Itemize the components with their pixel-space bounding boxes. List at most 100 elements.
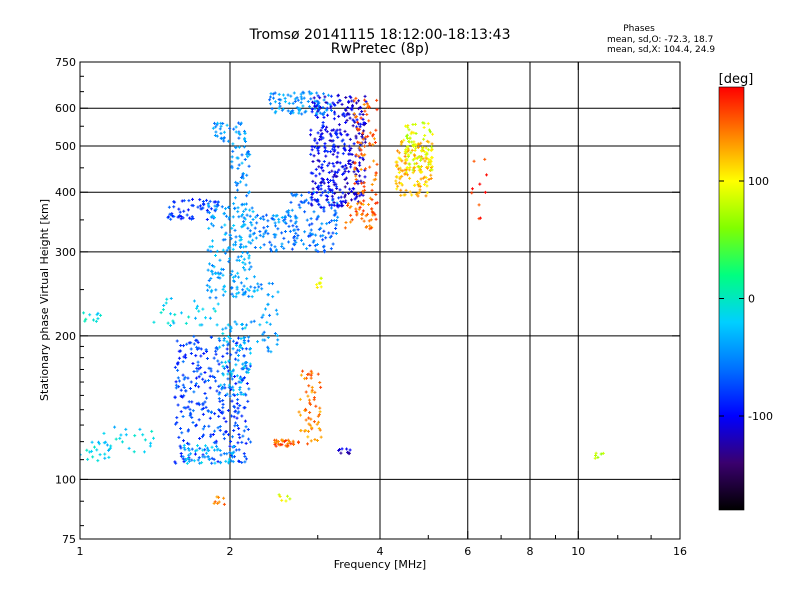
data-point <box>310 203 314 207</box>
data-point <box>269 247 273 251</box>
data-point <box>181 216 185 220</box>
data-point <box>225 365 229 369</box>
data-point <box>85 448 89 452</box>
data-point <box>249 241 253 245</box>
data-point <box>277 92 281 96</box>
data-point <box>222 496 226 500</box>
data-point <box>309 373 313 377</box>
data-point <box>213 204 217 208</box>
data-point <box>423 175 427 179</box>
data-point <box>243 335 247 339</box>
data-point <box>253 289 257 293</box>
data-point <box>407 128 411 132</box>
data-point <box>256 288 260 292</box>
data-point <box>212 215 216 219</box>
data-point <box>229 273 233 277</box>
data-point <box>336 135 340 139</box>
data-point <box>192 299 196 303</box>
data-point <box>191 216 195 220</box>
data-point <box>403 168 407 172</box>
data-point <box>258 233 262 237</box>
y-tick-label: 750 <box>55 56 76 69</box>
data-point <box>355 120 359 124</box>
data-point <box>335 133 339 137</box>
data-point <box>196 205 200 209</box>
data-point <box>299 200 303 204</box>
data-point <box>201 448 205 452</box>
data-point <box>247 267 251 271</box>
data-point <box>297 203 301 207</box>
data-point <box>247 240 251 244</box>
data-point <box>310 222 314 226</box>
data-point <box>368 141 372 145</box>
data-point <box>217 397 221 401</box>
data-point <box>344 201 348 205</box>
data-point <box>216 369 220 373</box>
data-point <box>283 229 287 233</box>
data-point <box>366 212 370 216</box>
data-point <box>236 210 240 214</box>
data-point <box>320 163 324 167</box>
data-point <box>356 182 360 186</box>
data-point <box>280 216 284 220</box>
data-point <box>325 106 329 110</box>
data-point <box>334 231 338 235</box>
data-point <box>182 439 186 443</box>
data-point <box>372 137 376 141</box>
data-point <box>215 495 219 499</box>
data-point <box>234 180 238 184</box>
data-point <box>321 169 325 173</box>
data-point <box>274 308 278 312</box>
data-point <box>178 210 182 214</box>
data-point <box>319 180 323 184</box>
data-point <box>284 439 288 443</box>
data-point <box>313 101 317 105</box>
data-point <box>237 336 241 340</box>
data-point <box>328 189 332 193</box>
data-point <box>209 335 213 339</box>
data-point <box>347 99 351 103</box>
y-axis-label: Stationary phase Virtual Height [km] <box>38 199 51 401</box>
data-point <box>208 245 212 249</box>
data-point <box>345 118 349 122</box>
data-point <box>221 386 225 390</box>
data-point <box>223 290 227 294</box>
data-point <box>221 343 225 347</box>
data-point <box>406 153 410 157</box>
data-point <box>425 191 429 195</box>
data-points <box>80 90 605 506</box>
data-point <box>299 373 303 377</box>
data-point <box>269 249 273 253</box>
data-point <box>167 205 171 209</box>
data-point <box>343 114 347 118</box>
data-point <box>322 244 326 248</box>
data-point <box>316 149 320 153</box>
data-point <box>306 373 310 377</box>
data-point <box>227 359 231 363</box>
data-point <box>183 375 187 379</box>
data-point <box>425 180 429 184</box>
data-point <box>230 269 234 273</box>
data-point <box>206 203 210 207</box>
data-point <box>470 187 474 191</box>
data-point <box>324 236 328 240</box>
data-point <box>363 175 367 179</box>
data-point <box>335 128 339 132</box>
data-point <box>294 231 298 235</box>
data-point <box>173 396 177 400</box>
data-point <box>317 203 321 207</box>
data-point <box>141 433 145 437</box>
data-point <box>187 315 191 319</box>
data-point <box>233 320 237 324</box>
data-point <box>404 170 408 174</box>
data-point <box>200 461 204 465</box>
data-point <box>204 198 208 202</box>
data-point <box>275 342 279 346</box>
data-point <box>241 266 245 270</box>
data-point <box>161 308 165 312</box>
data-point <box>367 219 371 223</box>
data-point <box>322 229 326 233</box>
data-point <box>308 423 312 427</box>
data-point <box>230 414 234 418</box>
data-point <box>327 231 331 235</box>
